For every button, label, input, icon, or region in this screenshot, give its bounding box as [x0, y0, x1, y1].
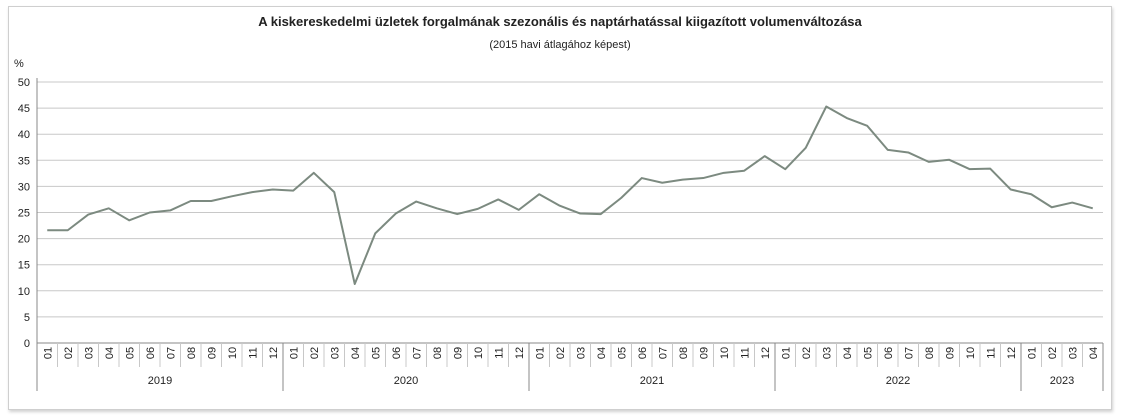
x-tick-label: 02	[63, 347, 75, 359]
x-tick-label: 02	[555, 347, 567, 359]
x-tick-label: 05	[616, 347, 628, 359]
x-tick-label: 04	[596, 347, 608, 359]
x-tick-label: 03	[329, 347, 341, 359]
y-tick-label: 35	[18, 155, 30, 167]
y-axis-ticks: 0 5 10 15 20 25 30 35 40 45 50	[18, 77, 30, 350]
year-label: 2020	[394, 375, 418, 387]
x-tick-label: 08	[678, 347, 690, 359]
x-tick-label: 06	[883, 347, 895, 359]
x-tick-label: 03	[575, 347, 587, 359]
x-tick-label: 06	[391, 347, 403, 359]
x-tick-label: 01	[288, 347, 300, 359]
x-tick-label: 11	[493, 347, 505, 358]
y-tick-label: 50	[18, 77, 30, 89]
chart-subtitle: (2015 havi átlagához képest)	[489, 39, 630, 51]
x-tick-label: 05	[124, 347, 136, 359]
x-tick-label: 11	[247, 347, 259, 358]
year-label: 2022	[886, 375, 910, 387]
x-tick-label: 07	[411, 347, 423, 359]
x-tick-label: 09	[452, 347, 464, 359]
x-tick-label: 12	[268, 347, 280, 359]
series-line	[47, 105, 1094, 286]
x-tick-label: 03	[83, 347, 95, 359]
chart-title: A kiskereskedelmi üzletek forgalmának sz…	[258, 14, 862, 29]
x-tick-label: 11	[985, 347, 997, 358]
y-axis-unit: %	[14, 58, 24, 70]
y-tick-label: 5	[24, 312, 30, 324]
y-tick-label: 10	[18, 286, 30, 298]
x-tick-label: 10	[473, 347, 485, 359]
x-tick-label: 10	[719, 347, 731, 359]
x-tick-label: 07	[903, 347, 915, 359]
x-tick-label: 03	[821, 347, 833, 359]
year-label: 2019	[148, 375, 172, 387]
x-tick-label: 05	[370, 347, 382, 359]
y-tick-label: 15	[18, 260, 30, 272]
year-label: 2021	[640, 375, 664, 387]
x-tick-label: 12	[760, 347, 772, 359]
x-tick-label: 04	[1088, 347, 1100, 359]
x-tick-label: 02	[801, 347, 813, 359]
x-tick-label: 08	[924, 347, 936, 359]
x-tick-label: 04	[350, 347, 362, 359]
x-tick-label: 07	[165, 347, 177, 359]
x-tick-label: 01	[780, 347, 792, 359]
x-tick-label: 09	[698, 347, 710, 359]
y-tick-label: 30	[18, 181, 30, 193]
x-tick-label: 08	[186, 347, 198, 359]
x-tick-label: 09	[206, 347, 218, 359]
x-tick-label: 04	[842, 347, 854, 359]
x-tick-label: 10	[965, 347, 977, 359]
x-tick-label: 01	[42, 347, 54, 359]
x-tick-label: 08	[432, 347, 444, 359]
x-tick-label: 12	[1006, 347, 1018, 359]
x-tick-label: 02	[309, 347, 321, 359]
year-label: 2023	[1050, 375, 1074, 387]
y-tick-label: 25	[18, 208, 30, 220]
y-tick-label: 45	[18, 103, 30, 115]
x-tick-label: 06	[145, 347, 157, 359]
x-tick-label: 11	[739, 347, 751, 358]
x-tick-label: 01	[1026, 347, 1038, 359]
x-axis: 01 02 03 04 05 06 07 08 09 10 11 12 01 02 03 04 05 06 07 08…	[36, 78, 1104, 391]
x-tick-label: 01	[534, 347, 546, 359]
x-tick-label: 10	[227, 347, 239, 359]
y-tick-label: 20	[18, 234, 30, 246]
x-tick-label: 07	[657, 347, 669, 359]
y-tick-label: 40	[18, 129, 30, 141]
x-tick-label: 03	[1067, 347, 1079, 359]
x-tick-label: 05	[862, 347, 874, 359]
grid-layer	[37, 81, 1103, 344]
series-layer	[47, 105, 1094, 286]
x-tick-label: 09	[944, 347, 956, 359]
x-tick-label: 04	[104, 347, 116, 359]
x-tick-label: 02	[1047, 347, 1059, 359]
x-tick-label: 06	[637, 347, 649, 359]
x-tick-label: 12	[514, 347, 526, 359]
y-tick-label: 0	[24, 338, 30, 350]
